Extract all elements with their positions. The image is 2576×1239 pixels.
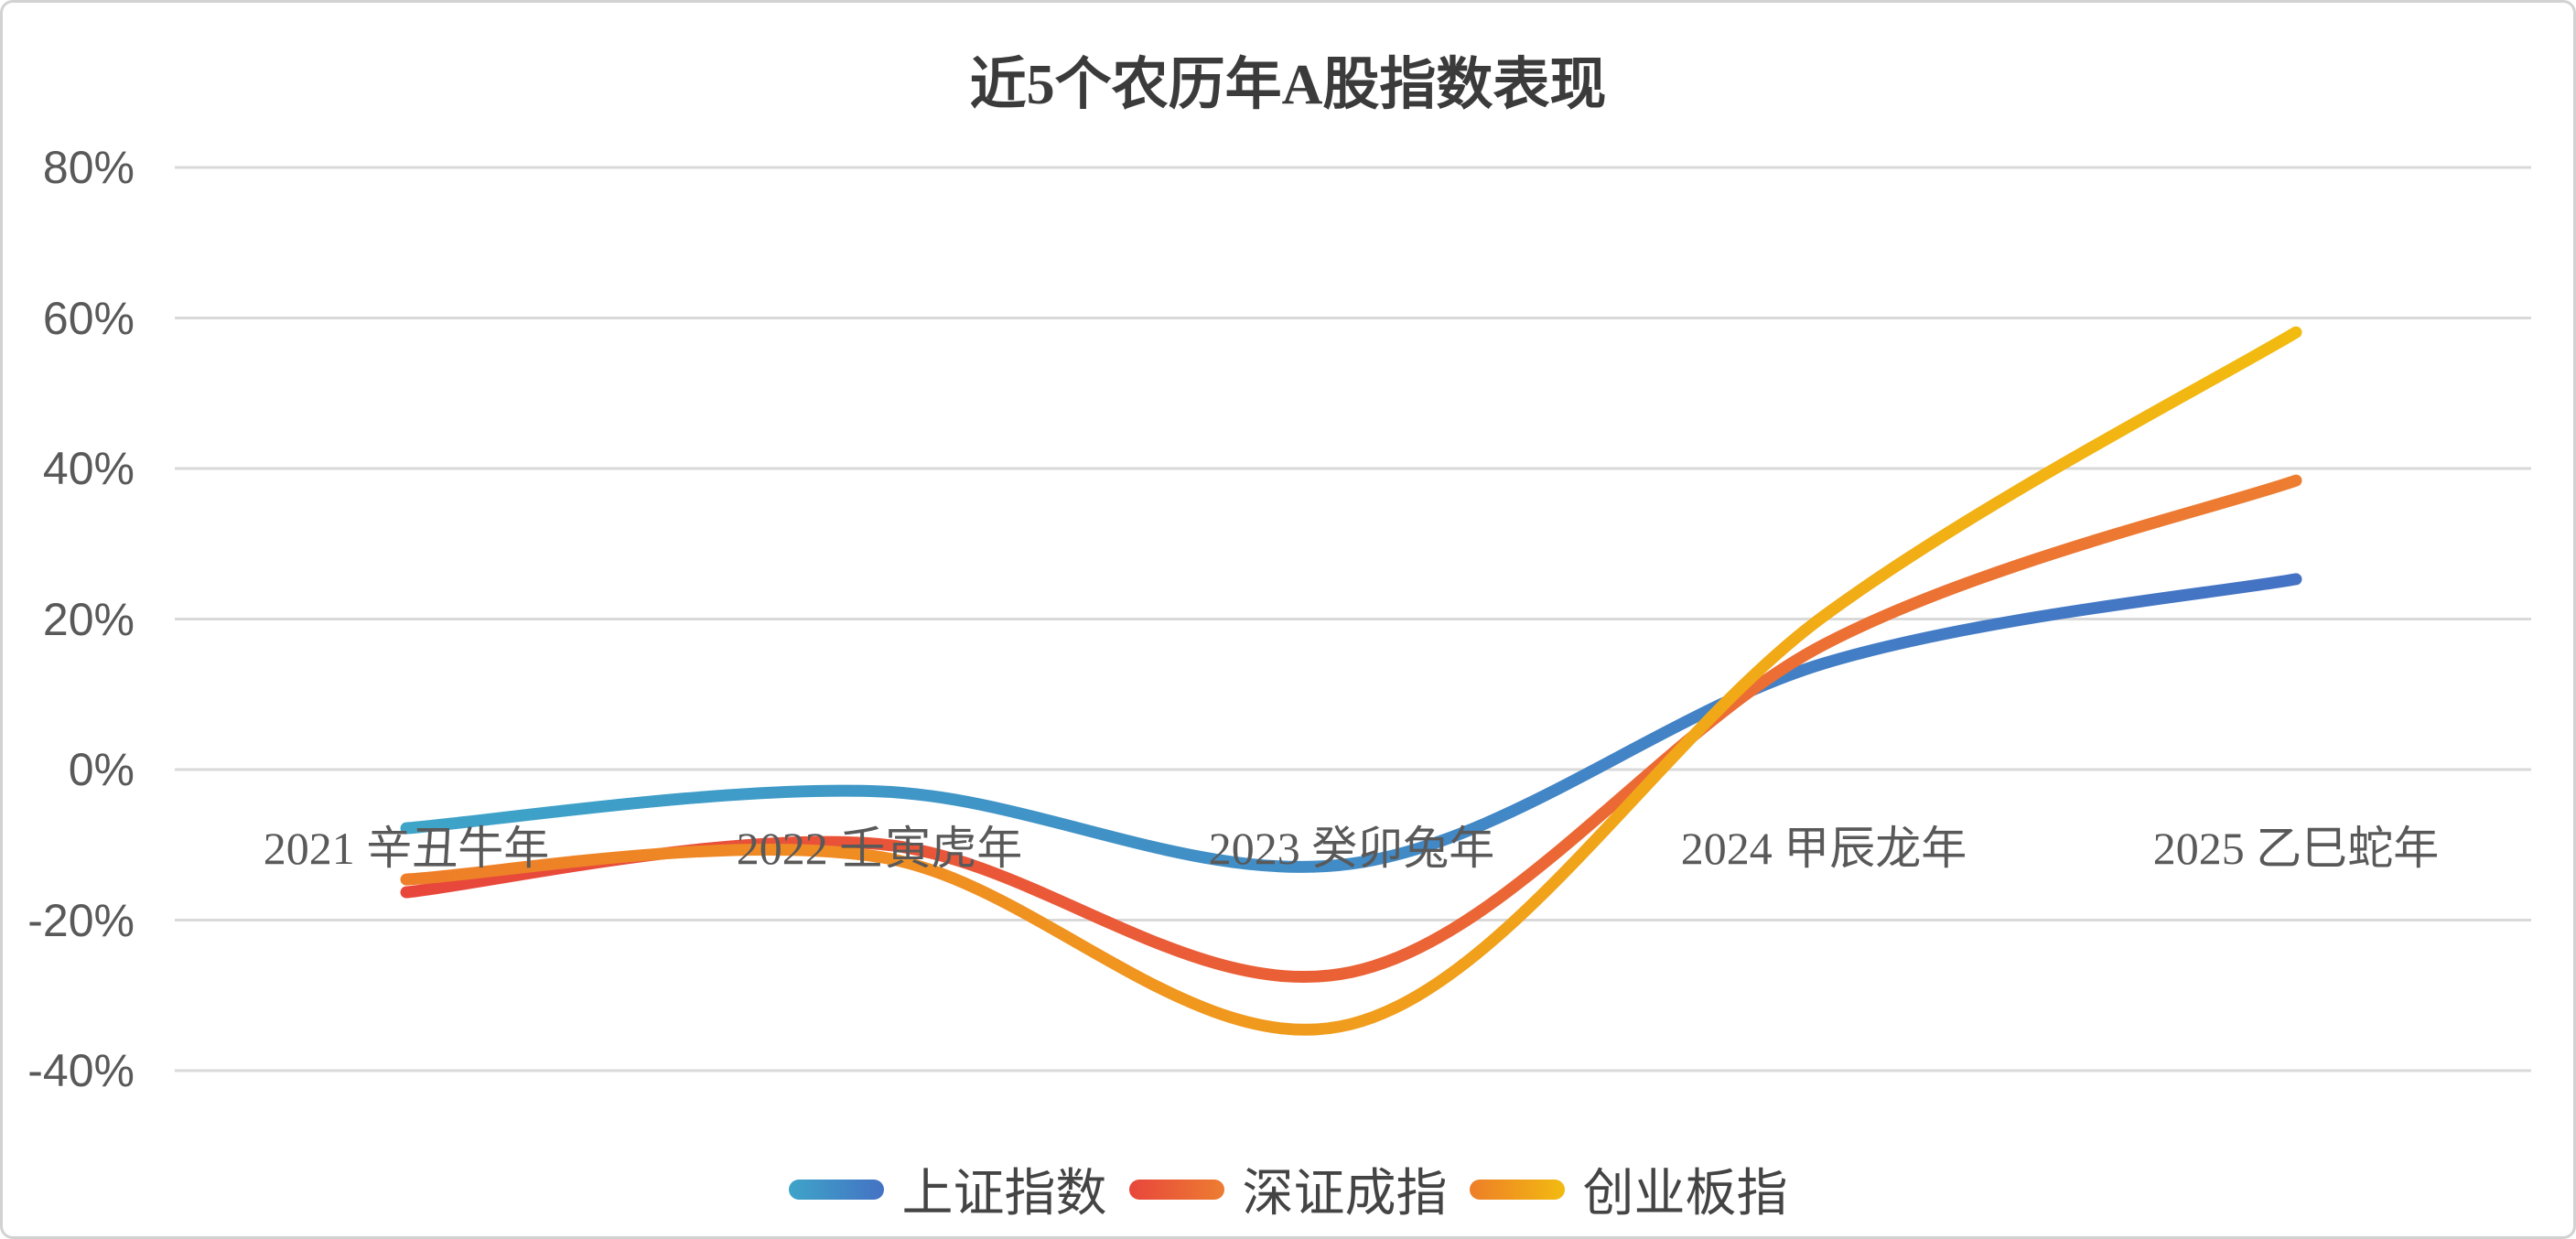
legend-item-szse: 深证成指	[1128, 1152, 1448, 1226]
legend-item-chinext: 创业板指	[1469, 1152, 1788, 1226]
series-line-chinext	[400, 326, 2302, 1036]
y-axis-tick-label: 40%	[42, 443, 135, 494]
y-axis-tick-label: 0%	[68, 744, 135, 795]
legend-swatch-sse	[788, 1179, 884, 1200]
series-line-sse	[400, 573, 2302, 873]
legend-label-sse: 上证指数	[901, 1166, 1107, 1223]
chart-title: 近5个农历年A股指数表现	[969, 54, 1607, 116]
legend-swatch-chinext	[1469, 1179, 1565, 1200]
legend: 上证指数 深证成指 创业板指	[3, 1152, 2573, 1226]
legend-label-szse: 深证成指	[1242, 1166, 1448, 1223]
x-axis-label: 2022 壬寅虎年	[736, 823, 1023, 874]
y-axis-tick-label: -20%	[27, 894, 135, 946]
legend-swatch-szse	[1128, 1179, 1224, 1200]
x-axis-label: 2025 乙巳蛇年	[2152, 823, 2440, 874]
x-axis-label: 2023 癸卯兔年	[1208, 823, 1495, 874]
legend-label-chinext: 创业板指	[1582, 1166, 1788, 1223]
y-axis-tick-label: -40%	[27, 1045, 135, 1096]
x-axis-label: 2024 甲辰龙年	[1680, 823, 1967, 874]
legend-item-sse: 上证指数	[788, 1152, 1107, 1226]
y-axis-tick-label: 80%	[42, 142, 135, 193]
series-lines	[400, 326, 2302, 1036]
series-line-szse	[400, 474, 2302, 983]
y-axis-tick-label: 60%	[42, 292, 135, 344]
x-axis-label: 2021 辛丑牛年	[263, 823, 550, 874]
plot-area	[175, 166, 2531, 1072]
gridlines	[175, 166, 2531, 1072]
y-axis-tick-label: 20%	[42, 593, 135, 645]
